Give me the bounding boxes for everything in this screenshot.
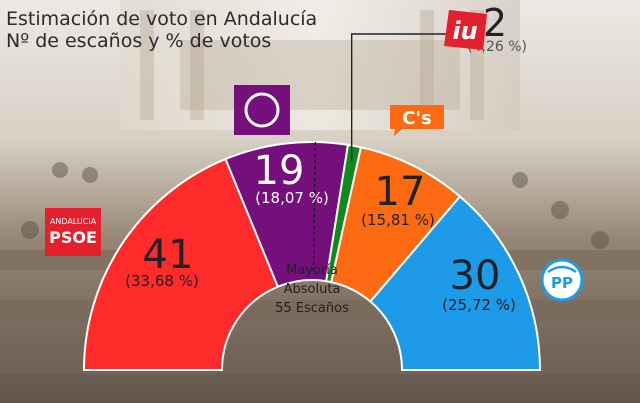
podemos-logo-icon: [234, 85, 290, 135]
psoe-logo-line2: PSOE: [49, 228, 97, 247]
seat-segment-psoe: [82, 157, 280, 371]
seats-label-podemos: 19: [254, 148, 305, 194]
pct-label-podemos: (18,07 %): [255, 189, 329, 207]
majority-label-line3: 55 Escaños: [275, 301, 349, 316]
seats-label-pp: 30: [450, 253, 501, 299]
pct-label-cs: (15,81 %): [361, 211, 435, 229]
seats-label-psoe: 41: [143, 232, 194, 278]
psoe-logo-line1: ANDALUCIA: [50, 217, 97, 226]
pct-label-pp: (25,72 %): [442, 296, 516, 314]
seats-label-cs: 17: [375, 169, 426, 215]
seats-label-iu: 2: [483, 1, 507, 45]
majority-label-line2: Absoluta: [284, 282, 341, 297]
iu-connector-line: [350, 33, 484, 161]
pp-logo-icon: PP: [540, 258, 584, 302]
pp-logo-text: PP: [551, 274, 573, 292]
cs-logo-text: C's: [402, 108, 431, 129]
majority-label-line1: Mayoría: [286, 263, 338, 278]
chart-subtitle: Nº de escaños y % de votos: [6, 30, 272, 52]
ciudadanos-logo-icon: C's: [390, 105, 444, 136]
seat-segment-pp: [368, 195, 542, 371]
iu-logo-icon: iu: [444, 10, 487, 50]
psoe-logo-icon: ANDALUCIA PSOE: [45, 208, 101, 256]
iu-logo-text: iu: [452, 17, 477, 45]
pct-label-psoe: (33,68 %): [125, 272, 199, 290]
chart-title: Estimación de voto en Andalucía: [6, 8, 318, 30]
